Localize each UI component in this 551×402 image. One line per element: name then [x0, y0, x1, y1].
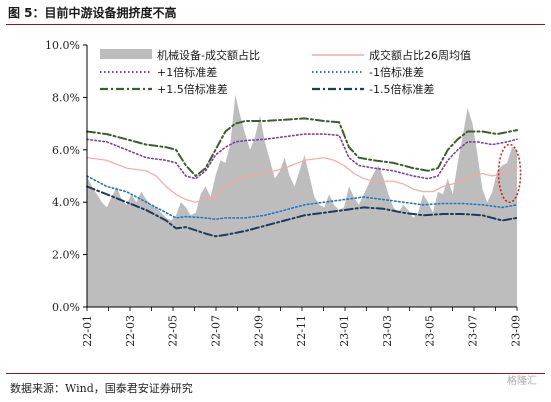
x-tick-label: 22-11 [295, 315, 308, 347]
x-tick-label: 23-07 [467, 315, 480, 347]
y-tick-label: 10.0% [45, 39, 80, 52]
x-tick-label: 22-01 [81, 315, 94, 347]
figure-title: 图 5：目前中游设备拥挤度不高 [8, 6, 177, 20]
legend-swatch-area [100, 49, 152, 59]
legend-label: 成交额占比26周均值 [369, 48, 471, 62]
footer-divider [6, 373, 545, 374]
x-tick-label: 23-03 [381, 315, 394, 347]
source-note: 数据来源：Wind，国泰君安证券研究 [10, 382, 193, 395]
x-tick-label: 22-07 [210, 315, 223, 347]
x-tick-label: 22-05 [167, 315, 180, 347]
legend-label: +1.5倍标准差 [157, 82, 228, 96]
y-tick-label: 0.0% [52, 301, 80, 314]
series-line-plus-1_5sd [86, 117, 518, 177]
y-tick-label: 6.0% [52, 144, 80, 157]
x-tick-label: 22-09 [253, 315, 266, 347]
highlight-ellipse [497, 143, 522, 204]
title-divider [6, 24, 545, 25]
legend-label: -1倍标准差 [369, 65, 424, 79]
y-tick-label: 8.0% [52, 91, 80, 104]
legend-label: -1.5倍标准差 [369, 82, 434, 96]
y-tick-label: 2.0% [52, 249, 80, 262]
x-tick-label: 22-03 [124, 315, 137, 347]
x-tick-label: 23-09 [510, 315, 523, 347]
series-line-plus-1sd [86, 133, 518, 180]
series-line-26w-mean [86, 157, 518, 203]
x-tick-label: 23-05 [424, 315, 437, 347]
watermark-logo: 格隆汇 [507, 376, 537, 387]
x-tick-label: 23-01 [338, 315, 351, 347]
series-area-turnover-share [87, 94, 517, 307]
legend-label: +1倍标准差 [157, 65, 217, 79]
series-line-minus-1_5sd [86, 185, 518, 238]
series-line-minus-1sd [86, 175, 518, 220]
legend-label: 机械设备-成交额占比 [157, 48, 260, 62]
y-tick-label: 4.0% [52, 196, 80, 209]
